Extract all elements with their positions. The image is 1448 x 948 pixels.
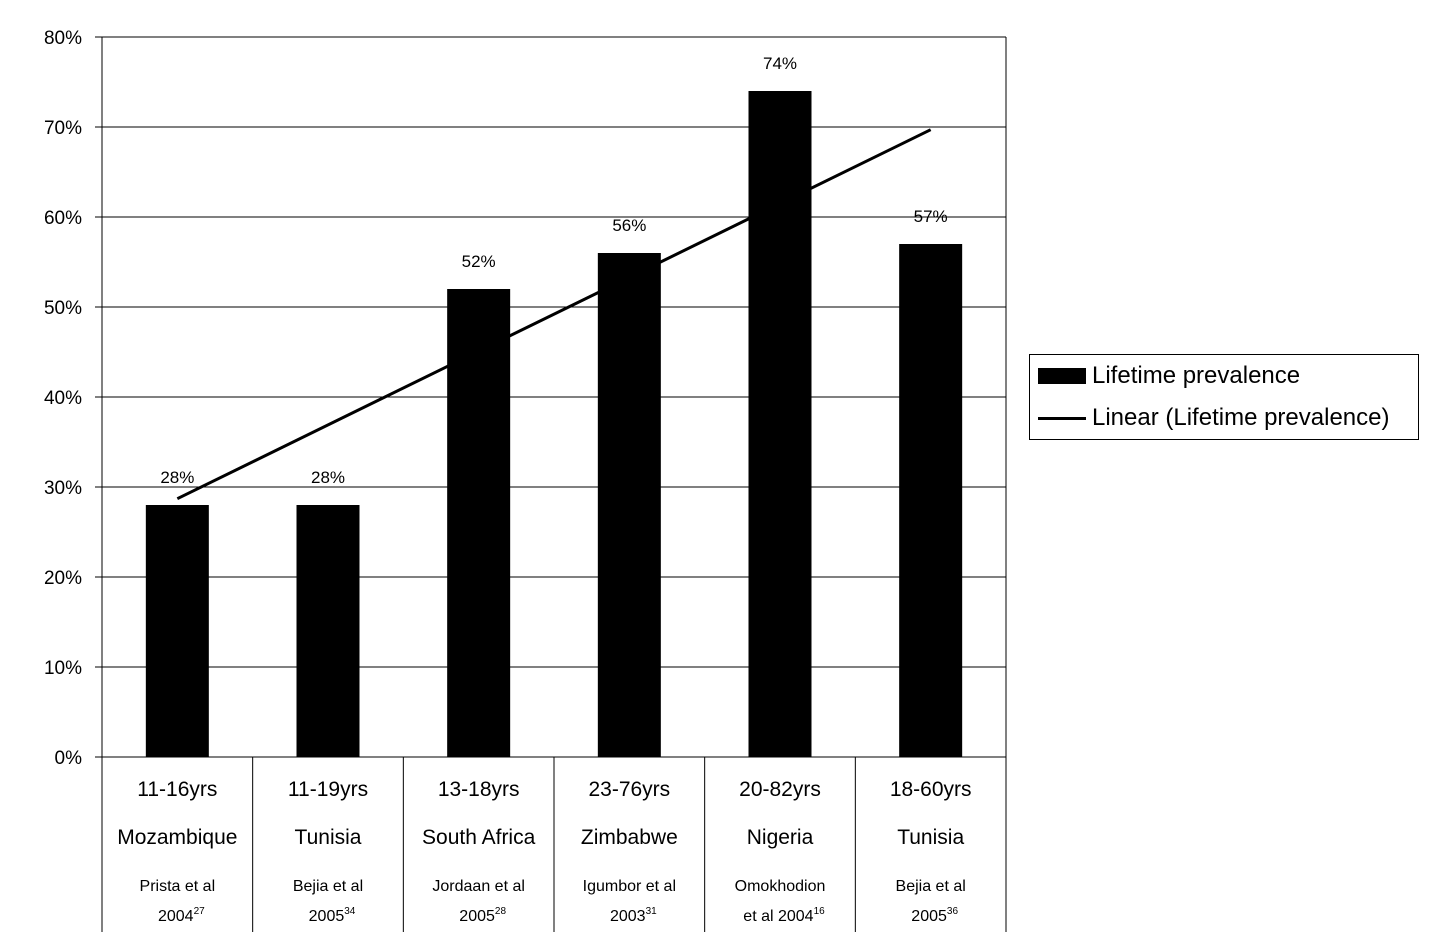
- reference-superscript: 28: [495, 906, 507, 917]
- category-reference-line2: 200534: [309, 906, 356, 925]
- y-tick-label: 30%: [44, 478, 82, 499]
- bar: [899, 244, 963, 757]
- category-reference-line1: Jordaan et al: [432, 878, 525, 895]
- legend-bar-swatch: [1038, 368, 1086, 384]
- y-tick-label: 50%: [44, 298, 82, 319]
- category-label-group: 11-19yrs Tunisia Bejia et al 200534: [288, 778, 368, 925]
- y-axis-tick-labels: 0% 10% 20% 30% 40% 50% 60% 70% 80%: [44, 28, 82, 769]
- data-label: 52%: [462, 252, 496, 271]
- reference-superscript: 16: [814, 906, 826, 917]
- category-reference-line2: 200427: [158, 906, 205, 925]
- data-label: 57%: [914, 207, 948, 226]
- reference-superscript: 36: [947, 906, 959, 917]
- legend-label-bar: Lifetime prevalence: [1092, 362, 1301, 389]
- legend: Lifetime prevalence Linear (Lifetime pre…: [1029, 354, 1419, 440]
- legend-label-line: Linear (Lifetime prevalence): [1092, 404, 1390, 431]
- category-reference-line2: 200528: [459, 906, 506, 925]
- y-tick-label: 20%: [44, 568, 82, 589]
- bar: [597, 253, 661, 757]
- category-country-label: South Africa: [422, 826, 536, 849]
- category-country-label: Zimbabwe: [581, 826, 678, 849]
- data-label: 28%: [160, 468, 194, 487]
- category-reference-line2: 200536: [911, 906, 958, 925]
- category-label-group: 13-18yrs South Africa Jordaan et al 200528: [422, 778, 536, 925]
- y-tick-label: 10%: [44, 658, 82, 679]
- data-label: 74%: [763, 54, 797, 73]
- y-tick-label: 40%: [44, 388, 82, 409]
- y-tick-label: 80%: [44, 28, 82, 49]
- category-reference-line1: Omokhodion: [735, 878, 826, 895]
- category-reference-line1: Bejia et al: [896, 878, 966, 895]
- bars: [145, 91, 963, 757]
- y-tick-label: 60%: [44, 208, 82, 229]
- trendline-line: [176, 128, 932, 501]
- legend-item-linear-trend: Linear (Lifetime prevalence): [1038, 403, 1389, 433]
- reference-superscript: 27: [194, 906, 206, 917]
- bar: [748, 91, 812, 757]
- bar: [296, 505, 360, 757]
- gridlines: [95, 36, 1006, 758]
- category-reference-line2: 200331: [610, 906, 657, 925]
- bar: [145, 505, 209, 757]
- axes: [101, 36, 1007, 932]
- category-label-group: 23-76yrs Zimbabwe Igumbor et al 200331: [581, 778, 678, 925]
- category-age-label: 11-16yrs: [137, 778, 217, 801]
- reference-superscript: 31: [646, 906, 658, 917]
- y-tick-label: 0%: [55, 748, 83, 769]
- category-reference-line2: et al 200416: [743, 906, 825, 925]
- legend-item-lifetime-prevalence: Lifetime prevalence: [1038, 361, 1300, 391]
- category-label-group: 11-16yrs Mozambique Prista et al 200427: [117, 778, 237, 925]
- bar: [447, 289, 511, 757]
- category-country-label: Nigeria: [747, 826, 814, 849]
- category-label-group: 20-82yrs Nigeria Omokhodion et al 200416: [735, 778, 826, 925]
- category-country-label: Tunisia: [897, 826, 964, 849]
- category-country-label: Mozambique: [117, 826, 237, 849]
- category-label-group: 18-60yrs Tunisia Bejia et al 200536: [890, 778, 972, 925]
- category-age-label: 23-76yrs: [588, 778, 670, 801]
- category-country-label: Tunisia: [295, 826, 362, 849]
- category-reference-line1: Bejia et al: [293, 878, 363, 895]
- category-age-label: 13-18yrs: [438, 778, 520, 801]
- category-age-label: 18-60yrs: [890, 778, 972, 801]
- reference-superscript: 34: [344, 906, 356, 917]
- legend-line-swatch: [1038, 416, 1086, 420]
- category-age-label: 11-19yrs: [288, 778, 368, 801]
- y-tick-label: 70%: [44, 118, 82, 139]
- trendline: [176, 128, 932, 501]
- data-labels: 28% 28% 52% 56% 74% 57%: [160, 54, 947, 487]
- category-age-label: 20-82yrs: [739, 778, 821, 801]
- data-label: 28%: [311, 468, 345, 487]
- category-reference-line1: Prista et al: [140, 878, 216, 895]
- category-reference-line1: Igumbor et al: [583, 878, 676, 895]
- data-label: 56%: [612, 216, 646, 235]
